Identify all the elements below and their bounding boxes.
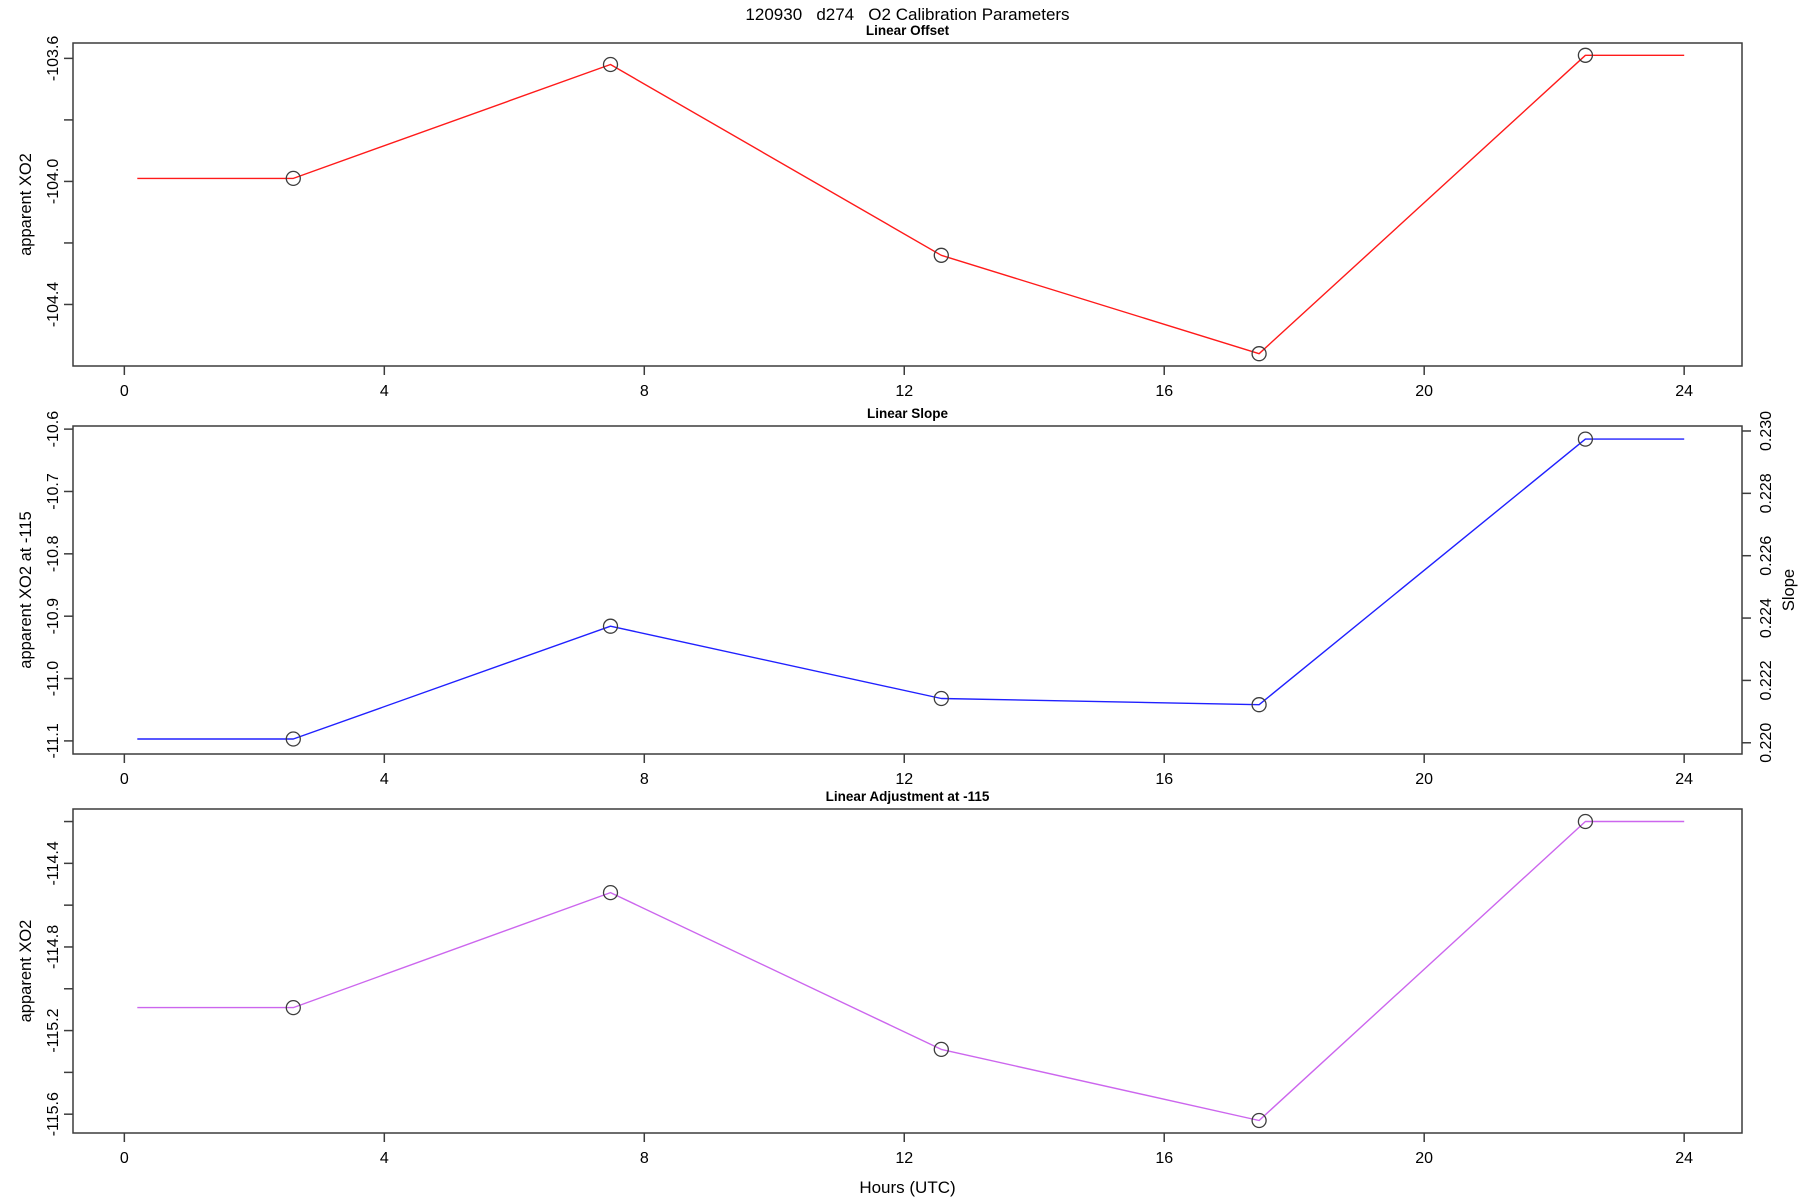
data-point-marker bbox=[1251, 697, 1267, 713]
y-tick-label: -103.6 bbox=[45, 36, 62, 81]
x-tick-label: 4 bbox=[380, 383, 389, 400]
data-point-marker bbox=[933, 247, 949, 263]
y-tick-label: -10.9 bbox=[45, 598, 62, 635]
figure-title: 120930 d274 O2 Calibration Parameters bbox=[745, 5, 1070, 24]
data-point-marker bbox=[285, 731, 301, 747]
y2-tick-label: 0.220 bbox=[1758, 723, 1775, 763]
y2-tick-label: 0.224 bbox=[1758, 598, 1775, 638]
y2-tick-label: 0.228 bbox=[1758, 473, 1775, 513]
x-tick-label: 24 bbox=[1675, 383, 1693, 400]
y-tick-label: -115.6 bbox=[45, 1092, 62, 1136]
series-line bbox=[137, 438, 1685, 740]
chart-subtitle: Linear Offset bbox=[866, 23, 950, 38]
data-point-marker bbox=[602, 884, 619, 901]
x-tick-label: 8 bbox=[640, 771, 649, 788]
y-tick-label: -104.4 bbox=[45, 282, 62, 327]
y-tick-label: -114.8 bbox=[45, 925, 62, 969]
y-axis-title: apparent XO2 bbox=[17, 920, 35, 1023]
y-tick-label: -114.4 bbox=[45, 841, 62, 885]
x-tick-label: 0 bbox=[120, 383, 129, 400]
data-point-marker bbox=[1251, 346, 1267, 362]
x-tick-label: 24 bbox=[1675, 771, 1693, 788]
series-line bbox=[137, 54, 1685, 355]
y2-tick-label: 0.222 bbox=[1758, 660, 1775, 700]
y-tick-label: -10.6 bbox=[45, 411, 62, 448]
data-point-marker bbox=[933, 690, 949, 707]
y-tick-label: -104.0 bbox=[45, 159, 62, 204]
plot-box bbox=[72, 808, 1743, 1134]
y-axis-title: apparent XO2 bbox=[17, 153, 35, 256]
data-point-marker bbox=[1577, 431, 1594, 447]
y2-tick-label: 0.226 bbox=[1758, 536, 1775, 576]
data-point-marker bbox=[1251, 1112, 1267, 1129]
plot-box bbox=[72, 425, 1743, 755]
x-tick-label: 12 bbox=[895, 1150, 913, 1167]
x-tick-label: 16 bbox=[1155, 1150, 1173, 1167]
x-tick-label: 8 bbox=[640, 1150, 649, 1167]
x-axis-title: Hours (UTC) bbox=[859, 1178, 955, 1197]
data-point-marker bbox=[933, 1041, 949, 1058]
y2-tick-label: 0.230 bbox=[1758, 411, 1775, 451]
data-point-marker bbox=[602, 56, 619, 73]
y-tick-label: -10.7 bbox=[45, 473, 62, 510]
data-point-marker bbox=[1577, 47, 1594, 63]
x-tick-label: 0 bbox=[120, 1150, 129, 1167]
y-axis-title: apparent XO2 at -115 bbox=[17, 511, 35, 668]
x-tick-label: 20 bbox=[1415, 1150, 1433, 1167]
y-tick-label: -115.2 bbox=[45, 1008, 62, 1052]
x-tick-label: 8 bbox=[640, 383, 649, 400]
data-point-marker bbox=[285, 999, 301, 1016]
x-tick-label: 4 bbox=[380, 1150, 389, 1167]
x-tick-label: 20 bbox=[1415, 771, 1433, 788]
series-line bbox=[137, 820, 1685, 1122]
x-tick-label: 20 bbox=[1415, 383, 1433, 400]
x-tick-label: 16 bbox=[1155, 771, 1173, 788]
x-tick-label: 0 bbox=[120, 771, 129, 788]
y-tick-label: -11.0 bbox=[45, 661, 62, 696]
y-tick-label: -11.1 bbox=[45, 723, 62, 758]
x-tick-label: 12 bbox=[895, 771, 913, 788]
data-point-marker bbox=[285, 170, 301, 187]
chart-subtitle: Linear Adjustment at -115 bbox=[826, 789, 990, 804]
data-point-marker bbox=[1577, 813, 1594, 830]
chart-subtitle: Linear Slope bbox=[867, 406, 949, 421]
x-tick-label: 24 bbox=[1675, 1150, 1693, 1167]
x-tick-label: 4 bbox=[380, 771, 389, 788]
x-tick-label: 16 bbox=[1155, 383, 1173, 400]
plot-box bbox=[72, 42, 1743, 367]
x-tick-label: 12 bbox=[895, 383, 913, 400]
data-point-marker bbox=[602, 618, 619, 634]
y2-axis-title: Slope bbox=[1780, 569, 1798, 611]
y-tick-label: -10.8 bbox=[45, 535, 62, 572]
